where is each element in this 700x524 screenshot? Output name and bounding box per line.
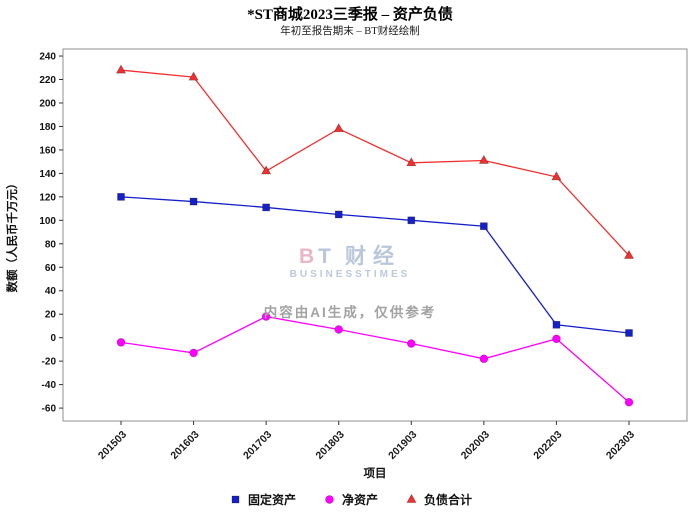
svg-text:20: 20	[45, 310, 57, 321]
svg-text:80: 80	[45, 239, 57, 250]
svg-text:40: 40	[45, 286, 57, 297]
chart-legend: 固定资产 净资产 负债合计	[0, 491, 700, 508]
legend-item-1: 净资产	[322, 491, 378, 508]
chart-canvas: -60 -40 -20 0 20 40 60 80 100 120 140 160 180 200 220 2…	[5, 48, 688, 480]
svg-text:60: 60	[45, 263, 57, 274]
svg-text:120: 120	[39, 192, 56, 203]
svg-text:140: 140	[39, 169, 56, 180]
series-0	[117, 193, 633, 337]
legend-label: 固定资产	[247, 493, 296, 507]
svg-text:180: 180	[39, 122, 56, 133]
svg-text:-60: -60	[42, 404, 57, 415]
chart-area: -60 -40 -20 0 20 40 60 80 100 120 140 160 180 200 220 2…	[0, 41, 700, 489]
legend-item-0: 固定资产	[228, 491, 296, 508]
y-axis-label: 数额（人民币千万元）	[5, 178, 19, 293]
series-2	[115, 64, 635, 259]
svg-text:201703: 201703	[241, 429, 274, 462]
svg-text:202003: 202003	[459, 429, 492, 462]
svg-text:100: 100	[39, 216, 56, 227]
chart-header: *ST商城2023三季报 – 资产负债 年初至报告期末 – BT财经绘制	[0, 0, 700, 39]
legend-label: 负债合计	[424, 493, 473, 507]
svg-text:220: 220	[39, 75, 56, 86]
svg-text:202203: 202203	[531, 429, 564, 462]
svg-text:-20: -20	[42, 357, 57, 368]
legend-item-2: 负债合计	[404, 491, 472, 508]
x-axis-label: 项目	[364, 466, 387, 480]
svg-text:201603: 201603	[168, 429, 201, 462]
svg-text:202303: 202303	[604, 429, 637, 462]
svg-text:201803: 201803	[314, 429, 347, 462]
chart-title: *ST商城2023三季报 – 资产负债	[247, 7, 453, 23]
plot-area	[62, 48, 688, 422]
svg-text:160: 160	[39, 145, 56, 156]
svg-text:200: 200	[39, 98, 56, 109]
legend-marker-circle-icon	[325, 495, 334, 504]
svg-text:0: 0	[50, 333, 56, 344]
svg-text:201503: 201503	[96, 429, 129, 462]
y-axis-ticks: -60 -40 -20 0 20 40 60 80 100 120 140 160 180 200 220 2…	[39, 52, 63, 415]
legend-marker-triangle-icon	[406, 493, 417, 503]
series-1	[116, 312, 634, 407]
svg-text:-40: -40	[42, 380, 57, 391]
legend-label: 净资产	[341, 493, 378, 507]
svg-text:240: 240	[39, 52, 56, 63]
chart-subtitle: 年初至报告期末 – BT财经绘制	[280, 26, 420, 37]
legend-marker-square-icon	[231, 495, 240, 504]
svg-text:201903: 201903	[386, 429, 419, 462]
x-axis-ticks: 201503 201603 201703 201803 201903 202003 2022…	[96, 421, 637, 462]
